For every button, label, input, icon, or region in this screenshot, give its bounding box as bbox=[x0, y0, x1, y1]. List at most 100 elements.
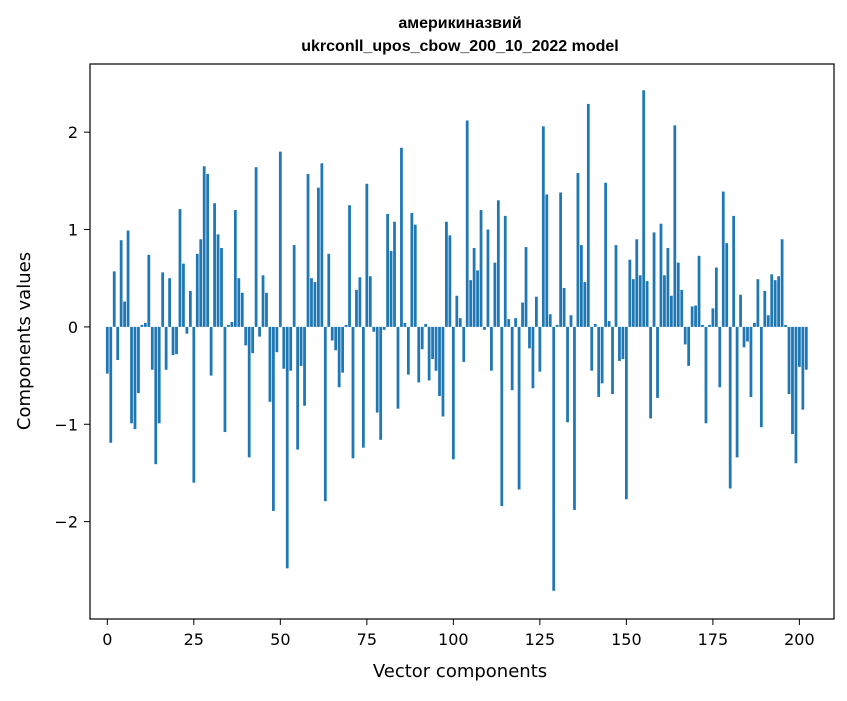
x-axis: 0 25 50 75 100 125 150 175 200 bbox=[102, 619, 815, 649]
bar bbox=[486, 229, 490, 327]
bar bbox=[631, 279, 635, 327]
bar bbox=[791, 326, 794, 434]
bar bbox=[434, 326, 438, 371]
bar bbox=[690, 306, 694, 327]
bar bbox=[766, 315, 770, 327]
bar bbox=[569, 315, 573, 327]
bar bbox=[753, 323, 756, 327]
bar bbox=[420, 326, 424, 350]
bar bbox=[590, 326, 594, 371]
bar bbox=[368, 276, 372, 327]
bar bbox=[496, 200, 500, 327]
bar bbox=[483, 326, 486, 330]
bar bbox=[292, 245, 296, 327]
bar bbox=[299, 326, 303, 366]
bar bbox=[770, 274, 774, 327]
bar bbox=[209, 326, 213, 376]
bar bbox=[535, 296, 538, 327]
x-tick-label: 200 bbox=[784, 630, 815, 649]
bar bbox=[773, 280, 777, 327]
bar bbox=[541, 126, 545, 327]
bar bbox=[178, 209, 182, 327]
bar bbox=[656, 326, 659, 398]
bar bbox=[182, 263, 185, 327]
bar bbox=[317, 187, 320, 327]
bar bbox=[365, 183, 369, 327]
bar bbox=[566, 326, 569, 423]
bar bbox=[254, 167, 258, 327]
bar bbox=[303, 326, 306, 406]
bar bbox=[510, 326, 514, 391]
bar bbox=[725, 243, 729, 327]
bar bbox=[787, 326, 791, 395]
bar bbox=[227, 324, 230, 327]
bar bbox=[732, 215, 736, 327]
bar bbox=[406, 326, 410, 375]
y-tick-label: −1 bbox=[54, 415, 78, 434]
bar bbox=[296, 326, 300, 450]
bar bbox=[514, 318, 518, 327]
bar bbox=[448, 235, 452, 327]
bar bbox=[244, 326, 248, 346]
bar bbox=[306, 174, 310, 327]
bar bbox=[593, 323, 597, 327]
x-tick-label: 175 bbox=[698, 630, 729, 649]
bar bbox=[230, 322, 234, 327]
bar bbox=[223, 326, 227, 433]
bar bbox=[410, 212, 414, 327]
bar bbox=[105, 326, 109, 374]
bar bbox=[382, 326, 386, 330]
x-tick-label: 100 bbox=[438, 630, 469, 649]
bar bbox=[372, 326, 376, 332]
bar bbox=[161, 272, 165, 327]
bar bbox=[282, 326, 286, 369]
bar bbox=[147, 254, 151, 327]
bar bbox=[694, 305, 697, 327]
bar bbox=[545, 194, 549, 327]
bar bbox=[355, 289, 358, 327]
bar bbox=[451, 326, 455, 460]
bar bbox=[337, 326, 341, 388]
bar bbox=[697, 255, 701, 327]
bar bbox=[739, 294, 742, 327]
bar bbox=[586, 103, 590, 327]
bar bbox=[375, 326, 379, 413]
bar bbox=[233, 210, 237, 327]
bar bbox=[213, 203, 216, 327]
bar bbox=[251, 326, 255, 354]
bar bbox=[112, 271, 116, 327]
bar bbox=[500, 326, 504, 507]
bar bbox=[583, 282, 587, 327]
x-tick-label: 75 bbox=[357, 630, 377, 649]
bar bbox=[272, 326, 275, 511]
bar bbox=[195, 253, 199, 327]
bar bbox=[285, 326, 289, 569]
bar bbox=[278, 151, 282, 327]
bar bbox=[746, 326, 749, 342]
bar bbox=[175, 326, 178, 355]
bar bbox=[289, 326, 293, 371]
bar bbox=[403, 323, 407, 327]
bar bbox=[718, 326, 722, 388]
bar bbox=[143, 323, 147, 327]
bar bbox=[676, 262, 680, 327]
bars-layer bbox=[105, 90, 808, 591]
bar bbox=[517, 326, 521, 490]
bar bbox=[614, 245, 618, 327]
bar bbox=[493, 262, 497, 327]
y-tick-label: −2 bbox=[54, 513, 78, 532]
bar bbox=[313, 282, 317, 327]
bar bbox=[528, 326, 531, 349]
bar bbox=[427, 326, 431, 381]
bar bbox=[396, 326, 400, 409]
bar bbox=[548, 314, 552, 327]
bar bbox=[469, 280, 473, 327]
x-tick-label: 125 bbox=[525, 630, 556, 649]
bar bbox=[330, 326, 334, 341]
x-tick-label: 50 bbox=[270, 630, 290, 649]
bar bbox=[628, 259, 632, 327]
bar bbox=[531, 326, 535, 389]
bar bbox=[150, 326, 154, 370]
bar bbox=[507, 319, 511, 327]
